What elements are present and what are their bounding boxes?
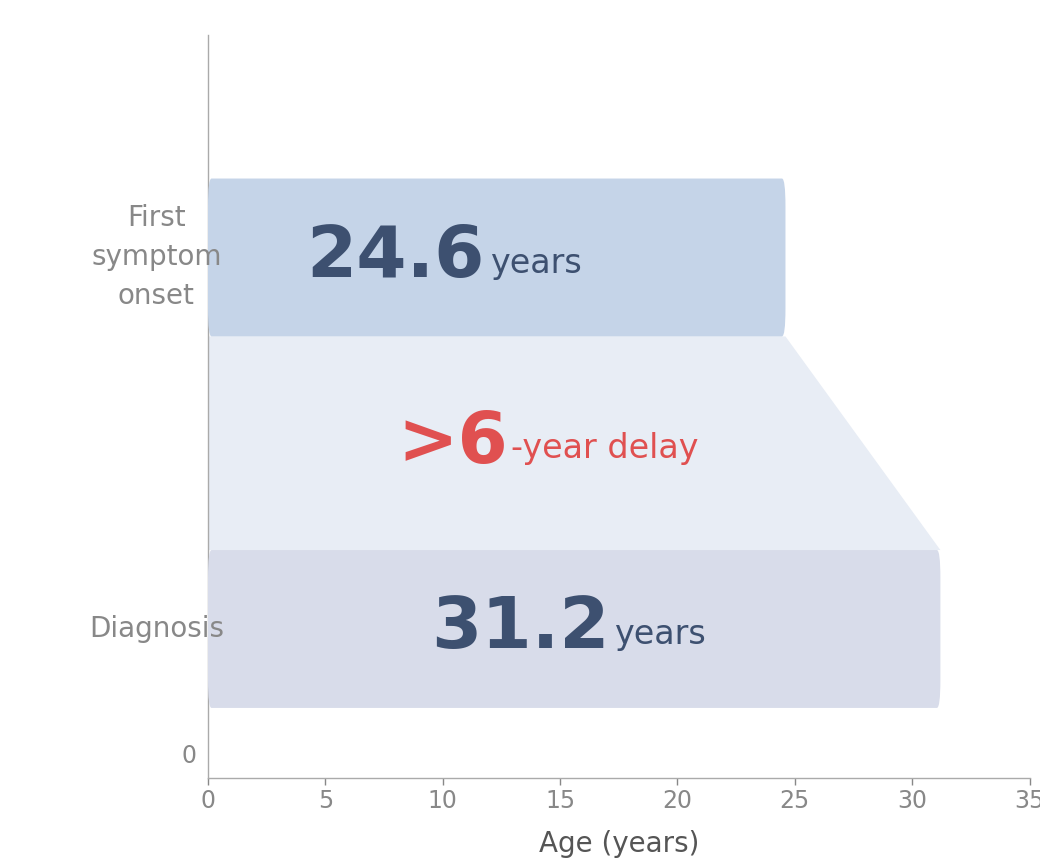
Text: 24.6: 24.6 (307, 223, 485, 292)
X-axis label: Age (years): Age (years) (539, 830, 699, 858)
FancyBboxPatch shape (208, 550, 940, 708)
Text: >6: >6 (397, 409, 509, 478)
Text: 0: 0 (181, 744, 197, 768)
Text: -year delay: -year delay (511, 432, 698, 466)
Polygon shape (208, 336, 940, 550)
Text: years: years (614, 618, 706, 651)
Text: Diagnosis: Diagnosis (88, 615, 224, 643)
Text: First
symptom
onset: First symptom onset (92, 205, 222, 310)
FancyBboxPatch shape (208, 179, 785, 336)
Text: 31.2: 31.2 (431, 594, 609, 664)
Text: years: years (490, 246, 581, 280)
